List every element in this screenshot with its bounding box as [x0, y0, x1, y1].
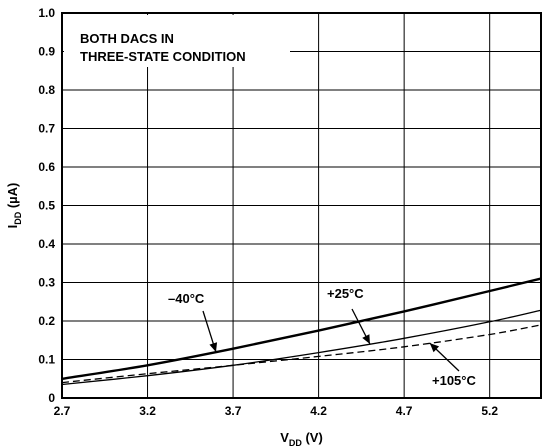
annotation-background	[64, 15, 290, 67]
y-tick-label: 0	[48, 391, 55, 405]
series-line-1	[61, 309, 542, 386]
annotation-line: THREE-STATE CONDITION	[80, 49, 246, 64]
series-label-1: +25°C	[327, 286, 364, 301]
annotation-box: BOTH DACS IN THREE-STATE CONDITION	[64, 15, 290, 67]
x-axis-label: VDD (V)	[280, 430, 323, 448]
series-lines	[61, 277, 542, 386]
y-tick-label: 0.4	[38, 237, 55, 251]
x-tick-label: 4.2	[310, 404, 327, 418]
y-tick-label: 0.9	[38, 45, 55, 59]
grid	[61, 12, 542, 399]
y-tick-label: 0.6	[38, 160, 55, 174]
callout-arrowhead	[362, 334, 370, 345]
series-line-2	[61, 324, 542, 384]
x-tick-label: 3.2	[139, 404, 156, 418]
y-tick-label: 0.5	[38, 199, 55, 213]
tick-labels: 2.7 3.2 3.7 4.2 4.7 5.2 0 0.1 0.2 0.3 0.4 0.5 0.6 0.7…	[38, 6, 498, 418]
callout-arrowhead	[429, 343, 440, 353]
y-tick-label: 1.0	[38, 6, 55, 20]
x-tick-label: 3.7	[225, 404, 242, 418]
x-tick-label: 2.7	[54, 404, 71, 418]
y-tick-label: 0.7	[38, 122, 55, 136]
axis-labels: VDD (V) IDD (µA)	[5, 183, 323, 448]
x-tick-label: 5.2	[481, 404, 498, 418]
x-tick-label: 4.7	[396, 404, 413, 418]
y-axis-label: IDD (µA)	[5, 183, 23, 229]
series-label-2: +105°C	[432, 373, 476, 388]
y-tick-label: 0.8	[38, 83, 55, 97]
series-callouts: –40°C +25°C +105°C	[164, 285, 487, 389]
annotation-line: BOTH DACS IN	[80, 31, 174, 46]
series-label-0: –40°C	[168, 291, 205, 306]
y-tick-label: 0.1	[38, 353, 55, 367]
callout-label-background	[323, 285, 374, 302]
callout-arrowhead	[209, 342, 218, 353]
y-tick-label: 0.3	[38, 276, 55, 290]
y-tick-label: 0.2	[38, 314, 55, 328]
callout-label-background	[428, 372, 487, 389]
series-line-0	[61, 277, 542, 380]
callout-label-background	[164, 290, 215, 307]
plot-frame	[61, 12, 542, 399]
